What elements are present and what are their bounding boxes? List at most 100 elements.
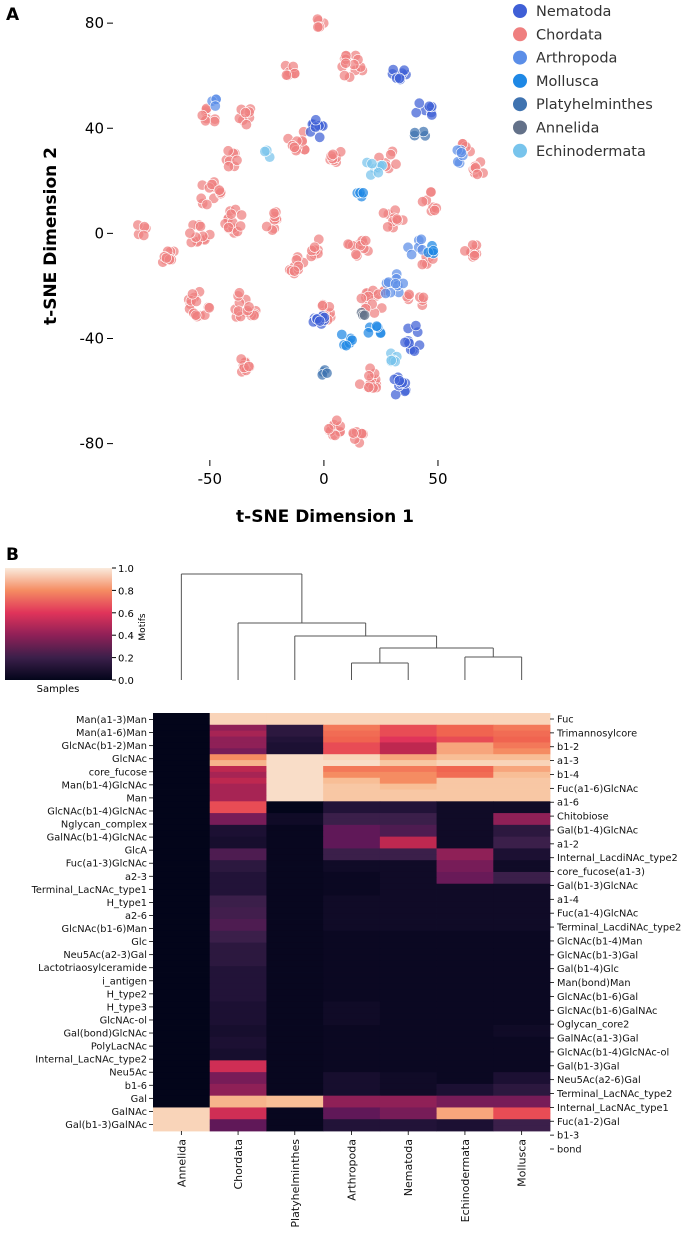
colorbar [5,568,112,680]
heatmap-cell [209,1066,267,1073]
legend-label: Mollusca [536,74,599,90]
heatmap-cell [436,1030,494,1038]
heatmap-cell [379,871,437,879]
heatmap-row-labels-right: Fuc Trimannosylcore b1-2 a1-3 b1-4 Fuc(a1-6)G… [550,715,681,1156]
heatmap-cell [379,960,437,967]
heatmap-cell [493,948,551,955]
heatmap-cell [209,1078,267,1085]
panel-b-label: B [6,545,19,565]
heatmap-cell [266,818,324,826]
heatmap-cell [266,1078,324,1085]
heatmap-cell [323,777,381,785]
scatter-point-chordata [240,119,252,131]
column-label: Nematoda [402,1139,415,1196]
heatmap-cell [209,1048,267,1055]
scatter-point-chordata [327,148,339,160]
scatter-point-chordata [323,423,335,435]
heatmap-cell [493,860,551,867]
heatmap-cell [153,1119,211,1126]
heatmap-cell [209,1013,267,1020]
heatmap-cell [266,860,324,867]
heatmap-cell [493,718,551,726]
heatmap-cell [209,754,267,761]
heatmap-cell [209,1060,267,1067]
heatmap-cell [153,1030,211,1038]
heatmap-cell [323,730,381,737]
heatmap-cell [209,824,267,832]
heatmap-cell [323,736,381,743]
heatmap-cell [493,1025,551,1032]
scatter-point-chordata [338,70,350,82]
scatter-point-nematoda [410,320,422,332]
heatmap-cell [436,1013,494,1020]
heatmap-cell [266,1119,324,1126]
heatmap-cell [493,977,551,985]
heatmap-cell [493,966,551,973]
heatmap-cell [436,883,494,891]
scatter-point-chordata [309,241,321,253]
heatmap-cell [379,765,437,773]
scatter-point-chordata [340,57,352,69]
heatmap-cell [379,730,437,737]
heatmap-cell [153,866,211,873]
heatmap-cell [153,842,211,849]
row-label-left: GlcA [125,846,148,857]
scatter-ticks: -50 0 50 80 40 0 -40 -80 [80,14,448,488]
heatmap-cell [379,1066,437,1073]
heatmap-cell [209,854,267,861]
scatter-point-chordata [316,300,328,312]
heatmap-cell [266,1030,324,1038]
heatmap-cell [379,889,437,896]
heatmap-cell [153,789,211,796]
heatmap-cell [436,866,494,873]
heatmap-cell [436,1042,494,1049]
heatmap-cell [266,713,324,720]
heatmap-cell [266,830,324,838]
heatmap-cell [323,713,381,720]
heatmap-cell [209,972,267,979]
scatter-point-arthropoda [415,233,427,245]
heatmap-cell [266,1007,324,1014]
heatmap-cell [266,1095,324,1102]
heatmap-cell [323,842,381,849]
heatmap-cell [153,813,211,820]
row-label-left: Gal(bond)GlcNAc [63,1029,147,1040]
scatter-point-chordata [417,291,429,303]
row-label-left: H_type1 [107,898,147,909]
heatmap-cell [379,1030,437,1038]
heatmap-cell [436,854,494,861]
heatmap-cell [323,748,381,755]
heatmap-cell [493,801,551,808]
heatmap-cell [209,930,267,938]
heatmap-cell [436,995,494,1002]
row-label-right: b1-4 [557,770,579,781]
heatmap-cell [493,830,551,838]
heatmap-cell [436,895,494,902]
heatmap-cell [209,1083,267,1091]
heatmap-cell [153,860,211,867]
heatmap-cell [493,1048,551,1055]
heatmap-cell [379,713,437,720]
heatmap-cell [323,1013,381,1020]
heatmap-cell [436,919,494,926]
colorbar-ticks: 1.0 0.8 0.6 0.4 0.2 0.0 [112,564,134,687]
heatmap-cell [209,830,267,838]
row-label-right: a1-6 [557,798,579,809]
heatmap-cell [153,1089,211,1097]
heatmap-cell [493,854,551,861]
scatter-point-nematoda [413,97,425,109]
heatmap-cell [153,907,211,914]
heatmap-cell [379,860,437,867]
scatter-point-echinodermata [385,354,397,366]
heatmap-cell [379,983,437,991]
heatmap-cell [436,966,494,973]
heatmap-cell [209,889,267,896]
heatmap-cell [493,748,551,755]
scatter-point-chordata [280,69,292,81]
scatter-point-chordata [203,302,215,314]
row-label-left: H_type2 [107,989,147,1000]
scatter-point-arthropoda [455,147,467,159]
heatmap-cell [493,901,551,908]
heatmap-cell [209,883,267,891]
heatmap-cell [323,854,381,861]
